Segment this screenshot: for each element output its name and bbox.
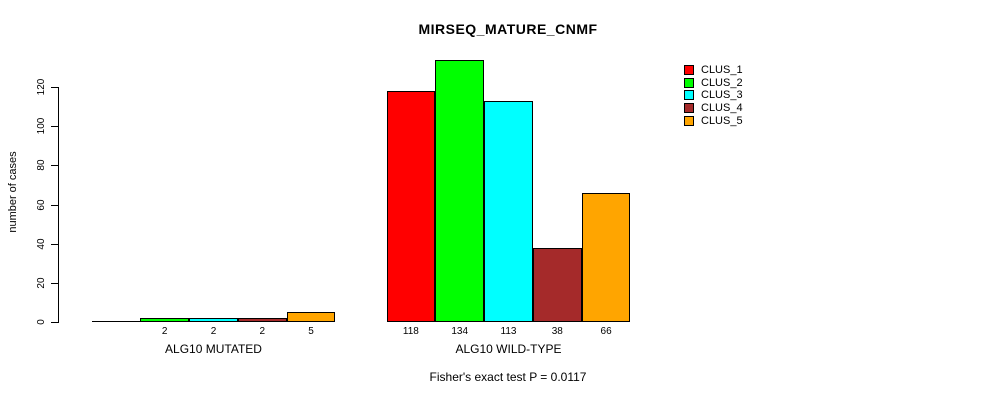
bar-value-label: 113 [500, 326, 517, 337]
bar-clus_5 [286, 312, 336, 322]
bar-clus_3 [189, 318, 238, 322]
bar-clus_5 [581, 193, 631, 322]
bar-clus_1-zero [91, 321, 141, 322]
y-tick-mark [51, 204, 58, 206]
bar-value-label: 38 [551, 326, 563, 337]
legend: CLUS_1 CLUS_2 CLUS_3 CLUS_4 CLUS_5 [684, 64, 804, 135]
y-tick-label: 20 [36, 277, 47, 289]
legend-label: CLUS_3 [701, 89, 743, 102]
legend-item: CLUS_4 [684, 102, 804, 115]
y-tick-label: 0 [36, 319, 47, 325]
legend-label: CLUS_5 [701, 114, 743, 127]
y-tick-label: 100 [36, 117, 47, 135]
chart-title: MIRSEQ_MATURE_CNMF [418, 21, 598, 37]
bar-clus_4 [237, 318, 287, 322]
legend-label: CLUS_4 [701, 102, 743, 115]
legend-swatch-clus_2 [684, 77, 694, 88]
bar-value-label: 2 [161, 326, 168, 337]
bar-clus_3 [484, 101, 533, 322]
legend-item: CLUS_2 [684, 76, 804, 89]
x-group-label: ALG10 WILD-TYPE [455, 342, 562, 356]
y-tick-label: 80 [36, 159, 47, 171]
bar-value-label: 5 [308, 326, 314, 337]
y-tick-label: 40 [36, 238, 47, 250]
legend-swatch-clus_3 [684, 90, 694, 101]
y-tick-mark [51, 87, 58, 88]
y-tick-mark [51, 243, 58, 245]
y-tick-mark [51, 322, 58, 323]
bar-value-label: 2 [259, 326, 266, 337]
legend-item: CLUS_1 [684, 64, 804, 76]
annotation-text: Fisher's exact test P = 0.0117 [429, 370, 587, 384]
legend-swatch-clus_5 [684, 115, 694, 126]
y-tick-mark [51, 165, 58, 167]
y-tick-label: 120 [36, 78, 47, 96]
legend-item: CLUS_3 [684, 89, 804, 102]
bar-clus_4 [532, 248, 582, 322]
bar-clus_2 [140, 318, 190, 322]
bar-value-label: 134 [451, 326, 469, 337]
y-tick-mark [51, 282, 58, 284]
bar-value-label: 2 [210, 326, 217, 337]
y-tick-label: 60 [36, 198, 47, 211]
legend-item: CLUS_5 [684, 114, 804, 127]
y-axis-label: number of cases [7, 151, 19, 233]
legend-label: CLUS_1 [701, 64, 743, 76]
legend-label: CLUS_2 [701, 76, 743, 89]
bar-clus_1 [386, 91, 436, 322]
x-group-label: ALG10 MUTATED [165, 342, 262, 356]
legend-swatch-clus_4 [684, 103, 694, 114]
y-tick-mark [51, 126, 58, 128]
legend-swatch-clus_1 [684, 65, 694, 75]
bar-value-label: 118 [402, 326, 419, 337]
bar-clus_2 [435, 60, 485, 322]
y-axis-line [58, 87, 59, 323]
bar-value-label: 66 [600, 326, 612, 337]
